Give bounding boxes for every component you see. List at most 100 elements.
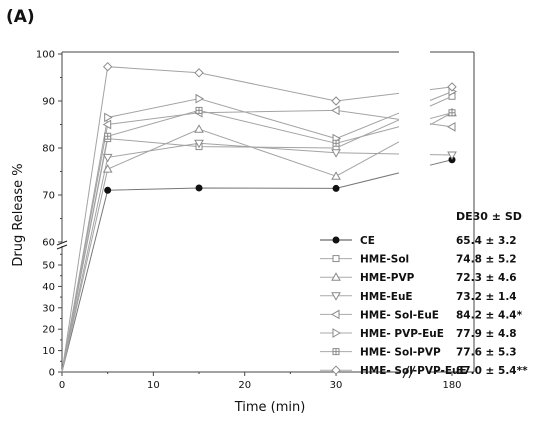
legend-item: HME-EuE 73.2 ± 1.4 bbox=[320, 291, 517, 303]
data-point bbox=[102, 119, 112, 130]
x-axis-title: Time (min) bbox=[234, 400, 306, 415]
legend-de30-value: 65.4 ± 3.2 bbox=[456, 235, 517, 247]
series-line-after-break bbox=[429, 159, 453, 166]
data-point bbox=[104, 132, 112, 140]
series-line-continuation bbox=[336, 152, 400, 155]
data-point bbox=[195, 106, 203, 114]
series-line-5 bbox=[61, 98, 337, 373]
legend-marker bbox=[331, 272, 341, 281]
data-point bbox=[102, 164, 113, 173]
y-tick-label: 20 bbox=[42, 325, 55, 336]
legend-item: HME-Sol 74.8 ± 5.2 bbox=[320, 254, 517, 266]
legend-item: HME- Sol-EuE 84.2 ± 4.4* bbox=[320, 309, 523, 321]
y-tick-label: 90 bbox=[42, 97, 55, 108]
data-point bbox=[194, 68, 204, 78]
data-point bbox=[331, 96, 341, 106]
data-point bbox=[332, 139, 340, 147]
legend-marker bbox=[332, 348, 340, 356]
legend-de30-value: 84.2 ± 4.4* bbox=[456, 309, 523, 321]
y-tick-label: 50 bbox=[42, 261, 55, 272]
series-line-after-break bbox=[429, 112, 453, 120]
legend-marker bbox=[332, 255, 340, 263]
y-tick-label: 10 bbox=[42, 346, 55, 357]
data-point bbox=[447, 151, 457, 161]
series-line-4 bbox=[61, 109, 337, 373]
x-tick-label: 0 bbox=[59, 380, 65, 391]
data-point bbox=[104, 186, 112, 194]
legend-label: HME-PVP bbox=[360, 272, 415, 284]
series-line-6 bbox=[61, 109, 337, 373]
data-point bbox=[102, 153, 113, 163]
y-tick-label: 60 bbox=[42, 238, 55, 249]
y-tick-label: 40 bbox=[42, 282, 55, 293]
legend-label: CE bbox=[360, 235, 375, 247]
series-line-3 bbox=[61, 142, 337, 373]
legend-label: HME-Sol bbox=[360, 254, 409, 266]
legend-item: HME-PVP 72.3 ± 4.6 bbox=[320, 272, 517, 284]
legend-de30-value: 77.9 ± 4.8 bbox=[456, 328, 517, 340]
series-line-continuation bbox=[335, 109, 400, 120]
y-tick-label: 30 bbox=[42, 303, 55, 314]
x-break-mark bbox=[408, 365, 416, 379]
legend-marker bbox=[330, 309, 340, 320]
legend-item: CE 65.4 ± 3.2 bbox=[320, 235, 517, 247]
series-line-after-break bbox=[429, 95, 453, 107]
data-point bbox=[331, 171, 341, 180]
series-lines bbox=[61, 66, 453, 373]
legend-marker bbox=[331, 292, 341, 301]
legend-marker bbox=[332, 328, 342, 338]
legend-label: HME- Sol-EuE bbox=[360, 309, 439, 321]
data-point bbox=[448, 109, 456, 117]
y-tick-label: 0 bbox=[49, 368, 55, 379]
series-line-continuation bbox=[335, 126, 400, 144]
series-line-7 bbox=[61, 66, 337, 373]
x-tick-label: 20 bbox=[238, 380, 251, 391]
series-line-after-break bbox=[429, 91, 453, 101]
legend-de30-value: 73.2 ± 1.4 bbox=[456, 291, 517, 303]
legend-marker bbox=[331, 365, 341, 375]
legend-de30-value: 77.6 ± 5.3 bbox=[456, 347, 517, 359]
panel-label: (A) bbox=[6, 7, 35, 27]
x-tick-label: 180 bbox=[442, 380, 461, 391]
legend-de30-value: 87.0 ± 5.4** bbox=[456, 365, 528, 377]
y-break-mark bbox=[56, 240, 68, 246]
legend-label: HME- Sol-PVP-EuE bbox=[360, 365, 467, 377]
x-tick-label: 30 bbox=[330, 380, 343, 391]
series-line-continuation bbox=[335, 92, 400, 102]
legend-item: HME- Sol-PVP 77.6 ± 5.3 bbox=[320, 347, 517, 359]
y-break-mark bbox=[56, 244, 68, 250]
y-tick-label: 100 bbox=[36, 50, 55, 61]
x-tick-label: 10 bbox=[147, 380, 160, 391]
data-point bbox=[194, 124, 204, 133]
series-line-1 bbox=[61, 138, 337, 373]
legend-de30-value: 72.3 ± 4.6 bbox=[456, 272, 517, 284]
legend-label: HME- Sol-PVP bbox=[360, 347, 441, 359]
data-point bbox=[332, 184, 340, 192]
y-axis-title: Drug Release % bbox=[11, 163, 26, 266]
data-point bbox=[446, 121, 456, 132]
series-line-2 bbox=[61, 128, 337, 373]
y-tick-label: 70 bbox=[42, 191, 55, 202]
x-break-mark bbox=[402, 365, 410, 379]
data-point bbox=[331, 149, 341, 158]
series-line-0 bbox=[61, 187, 337, 373]
data-point bbox=[195, 93, 205, 104]
y-tick-label: 80 bbox=[42, 144, 55, 155]
series-line-continuation bbox=[335, 141, 400, 177]
legend-label: HME-EuE bbox=[360, 291, 413, 303]
legend-de30-value: 74.8 ± 5.2 bbox=[456, 254, 517, 266]
legend-item: HME- PVP-EuE 77.9 ± 4.8 bbox=[320, 328, 517, 340]
data-point bbox=[104, 112, 113, 123]
series-line-continuation bbox=[335, 172, 400, 189]
data-point bbox=[447, 82, 457, 92]
data-point bbox=[102, 61, 113, 72]
series-markers bbox=[102, 61, 458, 194]
legend-label: HME- PVP-EuE bbox=[360, 328, 444, 340]
legend-marker bbox=[332, 236, 340, 244]
data-point bbox=[195, 184, 203, 192]
series-line-continuation bbox=[335, 112, 400, 140]
data-point bbox=[194, 139, 204, 149]
